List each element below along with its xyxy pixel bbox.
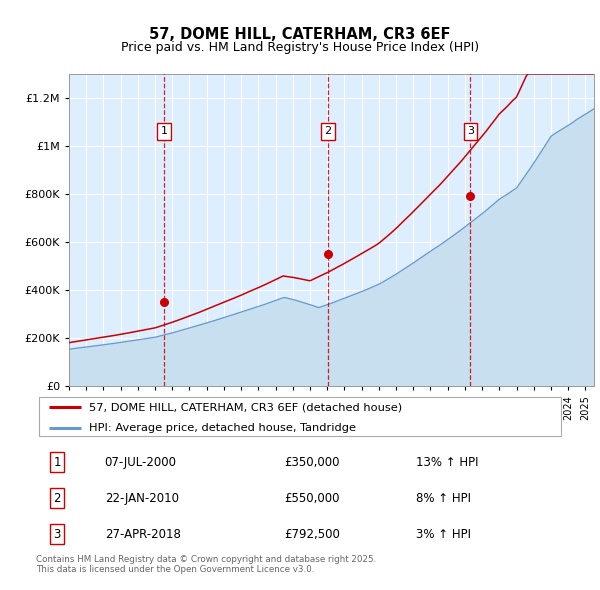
Text: This data is licensed under the Open Government Licence v3.0.: This data is licensed under the Open Gov… xyxy=(36,565,314,574)
Text: £792,500: £792,500 xyxy=(284,527,340,540)
Text: Price paid vs. HM Land Registry's House Price Index (HPI): Price paid vs. HM Land Registry's House … xyxy=(121,41,479,54)
Text: 1: 1 xyxy=(53,455,61,468)
Text: 2: 2 xyxy=(325,126,332,136)
Text: 27-APR-2018: 27-APR-2018 xyxy=(104,527,181,540)
Text: 07-JUL-2000: 07-JUL-2000 xyxy=(104,455,176,468)
Text: 3: 3 xyxy=(53,527,61,540)
Text: 3: 3 xyxy=(467,126,474,136)
Text: 2: 2 xyxy=(53,491,61,504)
Text: £350,000: £350,000 xyxy=(284,455,340,468)
Text: HPI: Average price, detached house, Tandridge: HPI: Average price, detached house, Tand… xyxy=(89,422,356,432)
Text: 22-JAN-2010: 22-JAN-2010 xyxy=(104,491,179,504)
FancyBboxPatch shape xyxy=(38,397,562,436)
Text: Contains HM Land Registry data © Crown copyright and database right 2025.: Contains HM Land Registry data © Crown c… xyxy=(36,555,376,563)
Text: 1: 1 xyxy=(161,126,167,136)
Text: 8% ↑ HPI: 8% ↑ HPI xyxy=(416,491,471,504)
Text: £550,000: £550,000 xyxy=(284,491,340,504)
Text: 57, DOME HILL, CATERHAM, CR3 6EF: 57, DOME HILL, CATERHAM, CR3 6EF xyxy=(149,27,451,41)
Text: 13% ↑ HPI: 13% ↑ HPI xyxy=(416,455,479,468)
Text: 57, DOME HILL, CATERHAM, CR3 6EF (detached house): 57, DOME HILL, CATERHAM, CR3 6EF (detach… xyxy=(89,402,402,412)
Text: 3% ↑ HPI: 3% ↑ HPI xyxy=(416,527,471,540)
